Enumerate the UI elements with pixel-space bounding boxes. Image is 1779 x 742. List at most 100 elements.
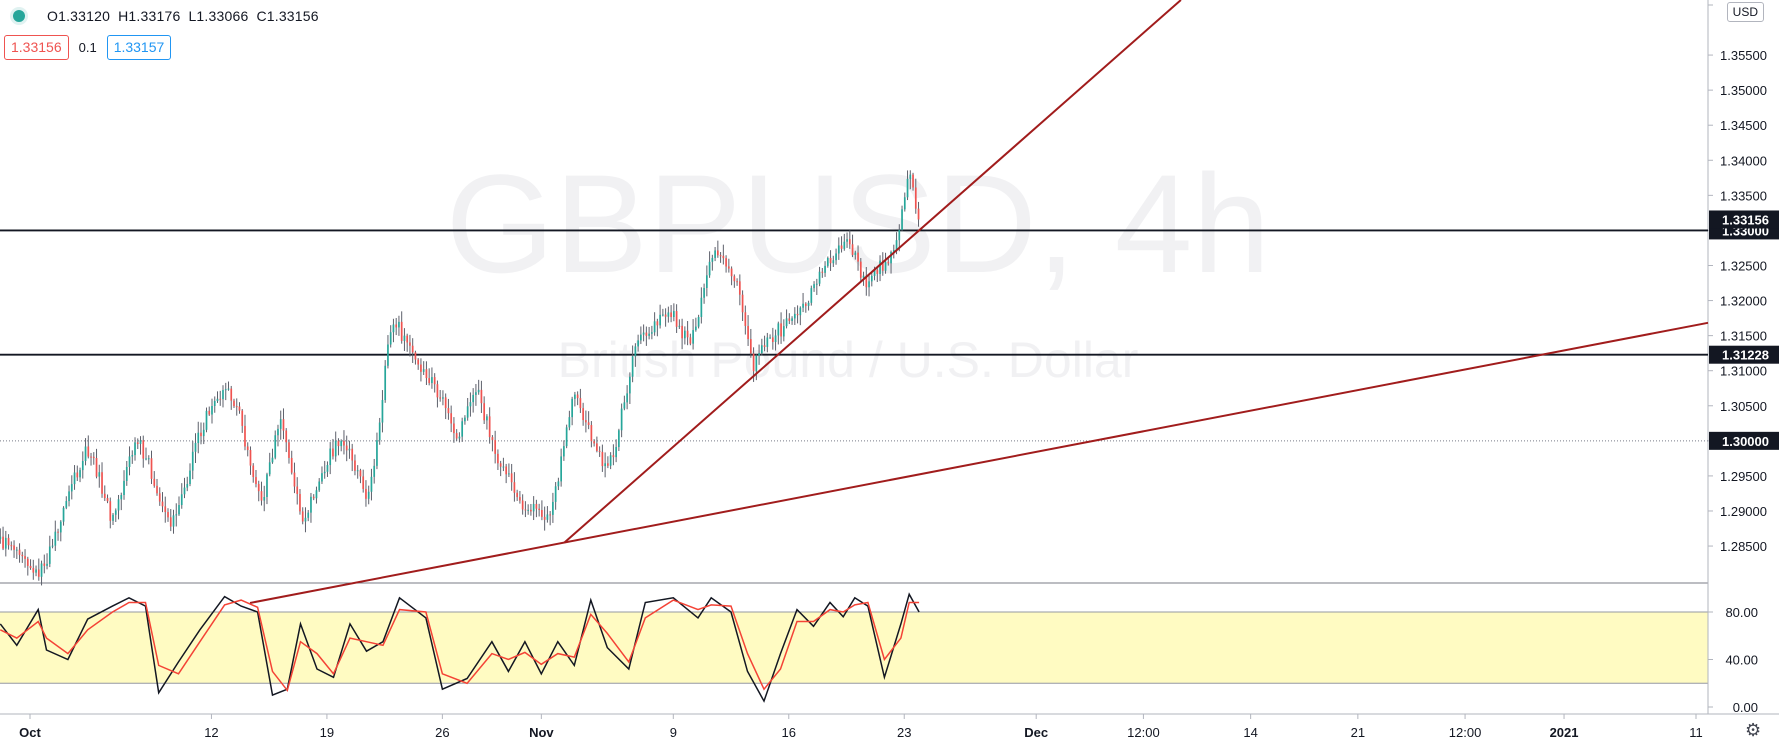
candle bbox=[689, 333, 692, 346]
candle bbox=[475, 383, 477, 406]
candle bbox=[109, 497, 112, 529]
candle bbox=[631, 345, 634, 383]
spread-value: 0.1 bbox=[78, 40, 97, 55]
candle bbox=[810, 285, 813, 306]
candle bbox=[670, 305, 672, 323]
trendlines[interactable] bbox=[249, 0, 1709, 604]
sell-button[interactable]: 1.33156 bbox=[4, 35, 69, 60]
candle-body bbox=[804, 303, 807, 306]
candles bbox=[0, 170, 920, 586]
candle bbox=[700, 287, 703, 324]
candle bbox=[172, 509, 175, 534]
candle bbox=[879, 255, 881, 282]
candle-body bbox=[54, 531, 57, 546]
candle bbox=[436, 380, 439, 408]
candle-body bbox=[136, 442, 139, 444]
candle-body bbox=[15, 549, 18, 551]
candle bbox=[516, 489, 519, 501]
buy-button[interactable]: 1.33157 bbox=[106, 35, 172, 60]
candle-body bbox=[818, 271, 821, 284]
candle-body bbox=[601, 451, 604, 467]
candle bbox=[376, 432, 378, 470]
candle bbox=[477, 379, 480, 395]
price-tick-label: 1.30500 bbox=[1720, 399, 1767, 414]
candle-body bbox=[296, 486, 299, 494]
candle bbox=[854, 250, 857, 260]
candle bbox=[667, 306, 670, 323]
trendline-1 bbox=[249, 321, 1709, 604]
candle bbox=[321, 466, 323, 484]
candle-body bbox=[442, 397, 444, 399]
candle bbox=[848, 230, 851, 249]
candle bbox=[378, 417, 381, 445]
candle bbox=[472, 388, 475, 413]
gear-icon[interactable]: ⚙ bbox=[1745, 720, 1762, 740]
candle-body bbox=[903, 197, 906, 210]
candle-body bbox=[84, 446, 87, 462]
candle bbox=[535, 499, 538, 518]
candle bbox=[307, 510, 310, 522]
candle bbox=[620, 403, 623, 438]
candle bbox=[497, 449, 499, 471]
candle-body bbox=[502, 466, 505, 468]
horizontal-lines[interactable] bbox=[0, 229, 1708, 442]
candle bbox=[425, 361, 428, 385]
candle bbox=[59, 520, 62, 542]
candle-body bbox=[436, 384, 439, 398]
candle bbox=[222, 385, 224, 408]
candle-body bbox=[651, 332, 653, 334]
time-tick-label: Nov bbox=[529, 725, 554, 740]
candle-body bbox=[846, 239, 848, 242]
candle-body bbox=[574, 394, 576, 399]
candle-body bbox=[653, 321, 656, 333]
candle bbox=[796, 305, 799, 324]
candle bbox=[21, 551, 24, 563]
candle bbox=[593, 439, 595, 447]
candle-body bbox=[618, 430, 620, 448]
candle-body bbox=[656, 321, 659, 326]
candle-body bbox=[112, 514, 114, 521]
candle-body bbox=[35, 569, 37, 573]
candle-body bbox=[758, 353, 760, 356]
candle bbox=[197, 421, 200, 454]
price-axis[interactable]: 1.28500 1.29000 1.29500 1.30000 1.30500 1.310… bbox=[1708, 4, 1767, 554]
candle-body bbox=[422, 369, 425, 372]
currency-badge[interactable]: USD bbox=[1726, 2, 1764, 22]
candle bbox=[521, 494, 524, 515]
candle-body bbox=[516, 492, 519, 498]
candle bbox=[651, 325, 653, 340]
candle-body bbox=[670, 312, 672, 318]
candle bbox=[40, 560, 43, 586]
candle-body bbox=[535, 503, 538, 509]
candle bbox=[400, 311, 403, 344]
candle-body bbox=[285, 430, 288, 443]
candle-body bbox=[815, 283, 818, 285]
candle bbox=[774, 329, 777, 351]
candle bbox=[79, 467, 81, 483]
time-tick-label: 14 bbox=[1243, 725, 1257, 740]
candle-body bbox=[114, 510, 117, 515]
candle bbox=[120, 492, 123, 511]
candle bbox=[843, 233, 846, 251]
candle bbox=[213, 396, 216, 413]
candle-body bbox=[892, 250, 895, 252]
candle-body bbox=[568, 417, 571, 428]
candle-body bbox=[2, 536, 4, 549]
candle-body bbox=[527, 509, 530, 511]
candle bbox=[884, 252, 887, 274]
candle bbox=[373, 458, 376, 484]
candle-body bbox=[530, 509, 532, 512]
candle bbox=[837, 237, 840, 260]
candle bbox=[395, 317, 398, 336]
candle bbox=[656, 318, 659, 337]
time-axis[interactable]: Oct 12 19 26 Nov 9 16 23 Dec 12:00 14 21 12:00 2021 11 bbox=[19, 714, 1703, 740]
candle bbox=[244, 414, 246, 451]
candle-body bbox=[741, 294, 744, 313]
candle bbox=[246, 442, 249, 457]
candle-body bbox=[541, 509, 543, 517]
candle bbox=[637, 334, 639, 352]
price-tick-label: 1.34000 bbox=[1720, 153, 1767, 168]
candle bbox=[447, 398, 450, 420]
candle-body bbox=[705, 275, 708, 288]
